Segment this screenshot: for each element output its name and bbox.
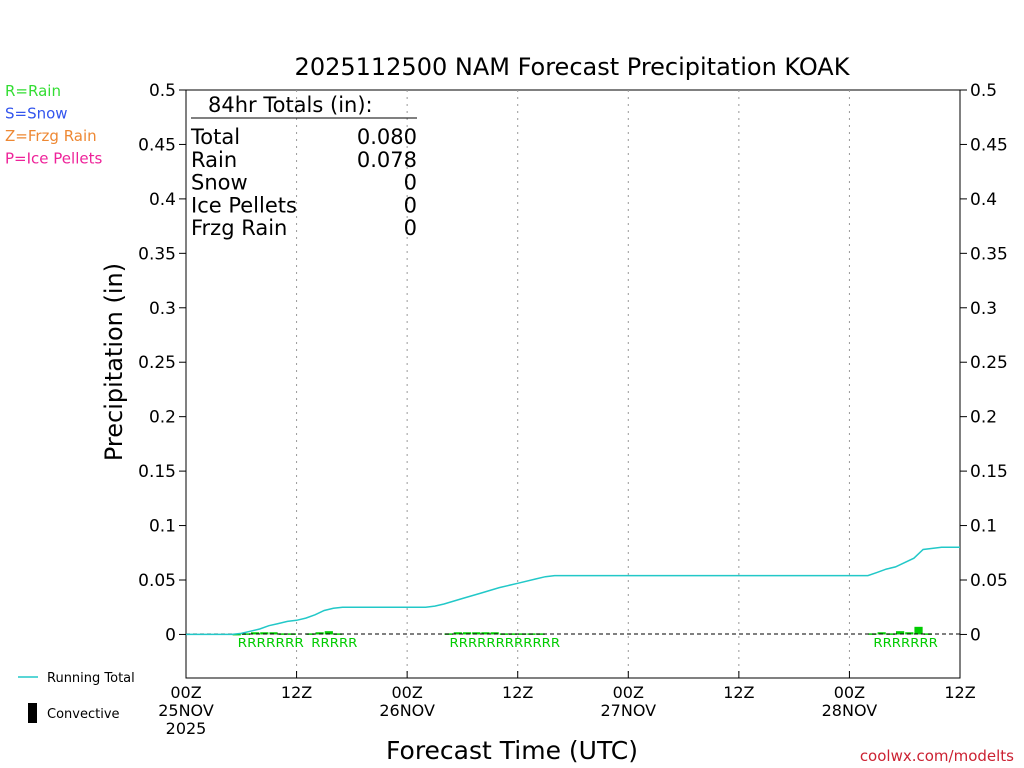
convective-legend-swatch [28,703,37,723]
legend-entry: Z=Frzg Rain [5,127,97,145]
y-tick-label-left: 0.2 [149,408,176,428]
watermark: coolwx.com/modelts [860,747,1014,765]
hourly-precip-bar [905,632,914,635]
hourly-precip-bar [333,633,343,635]
y-tick-label-right: 0.25 [970,353,1008,373]
totals-row-label: Rain [191,148,237,172]
ptype-label: RRRRRRRRRRRR [450,636,561,650]
legend-entry: S=Snow [5,105,68,123]
y-tick-label-right: 0.45 [970,135,1008,155]
x-tick-label: 12Z [723,683,754,702]
legend-entry: P=Ice Pellets [5,150,102,168]
hourly-precip-bar [472,632,481,635]
x-tick-label: 00Z [170,683,201,702]
hourly-precip-bar [509,633,518,635]
y-axis-label: Precipitation (in) [100,263,128,461]
ptype-label: RRRRRRR [873,636,938,650]
totals-row-value: 0.080 [357,125,417,149]
hourly-precip-bar [923,633,932,635]
x-tick-label: 12Z [944,683,975,702]
y-tick-label-left: 0.1 [149,517,176,537]
ptype-legend: R=Rain S=Snow Z=Frzg Rain P=Ice Pellets [5,82,102,168]
hourly-precip-bar [877,632,886,635]
hourly-precip-bar [462,632,472,635]
x-tick-label: 2025 [166,719,207,738]
totals-box: 84hr Totals (in): Total 0.080 Rain 0.078 Sno… [190,93,417,240]
y-tick-label-left: 0.25 [138,353,176,373]
ptype-label: RRRRRRR [238,636,304,650]
x-tick-label: 00Z [391,683,422,702]
hourly-precip-bar [315,632,324,635]
y-tick-label-left: 0.05 [138,571,176,591]
running-total-legend-label: Running Total [47,671,135,686]
y-axis-ticks: 0 00.05 0.050.1 0.10.15 0.150.2 0.20.25 0.250.… [138,81,1008,645]
y-tick-label-right: 0 [970,625,981,645]
y-tick-label-left: 0.3 [149,299,176,319]
x-tick-label: 00Z [834,683,865,702]
convective-legend-label: Convective [47,707,120,722]
y-tick-label-left: 0.15 [138,462,176,482]
x-tick-label: 12Z [502,683,533,702]
hourly-precip-bar [453,632,462,635]
y-tick-label-right: 0.35 [970,244,1008,264]
y-tick-label-right: 0.15 [970,462,1008,482]
hourly-precip-bar [914,626,923,635]
totals-heading: 84hr Totals (in): [208,93,373,117]
totals-row-value: 0 [404,216,417,240]
totals-row-label: Frzg Rain [191,216,287,240]
y-tick-label-right: 0.3 [970,299,997,319]
x-tick-label: 26NOV [379,701,435,720]
x-tick-label: 12Z [281,683,312,702]
hourly-precip-bar [269,632,278,635]
x-tick-label: 00Z [613,683,644,702]
y-tick-label-left: 0.45 [138,135,176,155]
x-tick-label: 25NOV [158,701,214,720]
y-tick-label-left: 0.35 [138,244,176,264]
y-tick-label-right: 0.05 [970,571,1008,591]
totals-row-value: 0 [404,171,417,195]
totals-row-value: 0 [404,193,417,217]
hourly-precip-bar [886,633,895,635]
x-tick-label: 27NOV [600,701,656,720]
plot-area [185,89,961,679]
x-tick-label: 28NOV [822,701,878,720]
hourly-precip-bar [490,632,499,635]
hourly-precip-bar [260,632,269,635]
totals-row-value: 0.078 [357,148,417,172]
y-tick-label-right: 0.2 [970,408,997,428]
y-tick-label-right: 0.4 [970,190,997,210]
legend-entry: R=Rain [5,82,61,100]
hourly-precip-bar [536,633,545,635]
x-axis-label: Forecast Time (UTC) [386,736,638,765]
totals-row-label: Ice Pellets [191,193,297,217]
hourly-precip-bar [896,631,905,635]
hourly-precip-bar [251,632,260,635]
hourly-precip-bar [278,633,287,635]
hourly-precip-bar [481,632,490,635]
totals-row-label: Snow [191,171,248,195]
hourly-precip-bar [324,631,333,635]
y-tick-label-right: 0.1 [970,517,997,537]
y-tick-label-left: 0 [165,625,176,645]
y-tick-label-right: 0.5 [970,81,997,101]
y-tick-label-left: 0.4 [149,190,176,210]
y-tick-label-left: 0.5 [149,81,176,101]
ptype-labels: RRRRRRR RRRRR RRRRRRRRRRRR RRRRRRR [238,636,938,650]
totals-row-label: Total [190,125,240,149]
chart-title: 2025112500 NAM Forecast Precipitation KO… [295,53,851,81]
ptype-label: RRRRR [311,636,357,650]
running-total-line [186,546,960,636]
hourly-precip-bar [306,633,315,635]
grid-lines [296,90,850,678]
